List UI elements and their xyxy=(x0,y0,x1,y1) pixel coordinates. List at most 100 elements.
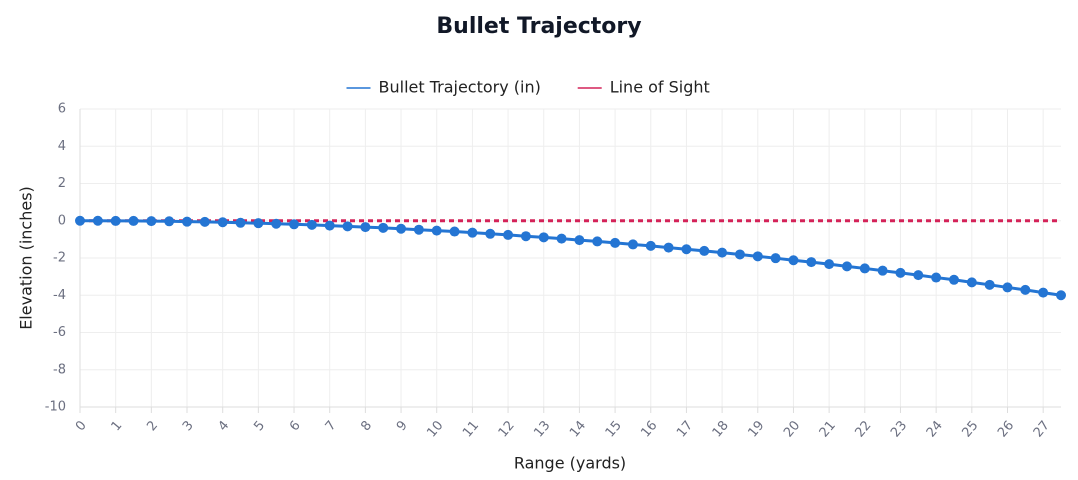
data-point xyxy=(1020,284,1031,295)
data-point xyxy=(199,216,210,227)
x-tick-label: 17 xyxy=(674,418,696,440)
x-tick-label: 13 xyxy=(531,418,553,440)
data-point xyxy=(413,224,424,235)
x-tick-label: 2 xyxy=(144,418,161,434)
x-tick-label: 0 xyxy=(73,418,90,434)
x-tick-label: 14 xyxy=(567,418,589,440)
data-point xyxy=(538,232,549,243)
data-point xyxy=(699,245,710,256)
y-tick-label: 2 xyxy=(58,176,66,191)
data-point xyxy=(182,216,193,227)
x-tick-label: 16 xyxy=(638,418,660,440)
y-axis-title: Elevation (inches) xyxy=(17,186,36,330)
data-point xyxy=(92,215,103,226)
x-tick-label: 15 xyxy=(603,418,625,440)
data-point xyxy=(913,270,924,281)
x-tick-label: 12 xyxy=(496,418,518,440)
data-point xyxy=(592,236,603,247)
y-tick-label: -10 xyxy=(45,400,66,415)
x-tick-label: 24 xyxy=(924,418,946,440)
data-point xyxy=(717,247,728,258)
data-point xyxy=(146,216,157,227)
data-point xyxy=(1056,290,1066,301)
x-tick-label: 20 xyxy=(781,418,803,440)
data-point xyxy=(485,228,496,239)
x-tick-label: 10 xyxy=(424,418,446,440)
data-point xyxy=(610,237,621,248)
x-axis-title: Range (yards) xyxy=(514,454,626,473)
x-tick-label: 9 xyxy=(394,418,411,434)
data-point xyxy=(360,222,371,233)
x-tick-label: 19 xyxy=(745,418,767,440)
x-tick-label: 4 xyxy=(216,418,233,434)
data-point xyxy=(841,261,852,272)
data-point xyxy=(431,225,442,236)
data-point xyxy=(770,253,781,264)
data-point xyxy=(235,217,246,228)
x-tick-label: 5 xyxy=(251,418,268,434)
data-point xyxy=(253,218,264,229)
data-point xyxy=(75,215,85,226)
data-point xyxy=(520,231,531,242)
data-point xyxy=(681,244,692,255)
data-point xyxy=(289,219,300,230)
data-point xyxy=(396,223,407,234)
y-tick-label: 4 xyxy=(58,139,66,154)
data-point xyxy=(877,265,888,276)
data-point xyxy=(574,235,585,246)
data-point xyxy=(895,267,906,278)
data-point xyxy=(449,226,460,237)
data-point xyxy=(824,259,835,270)
data-point xyxy=(734,249,745,260)
data-point xyxy=(948,274,959,285)
data-point xyxy=(110,215,121,226)
data-point xyxy=(217,217,228,228)
y-tick-label: -4 xyxy=(53,288,66,303)
x-tick-label: 7 xyxy=(323,418,340,434)
data-point xyxy=(663,242,674,253)
y-tick-label: -8 xyxy=(53,362,66,377)
data-point xyxy=(503,229,514,240)
data-point xyxy=(128,215,139,226)
x-tick-label: 26 xyxy=(995,418,1017,440)
y-tick-label: 0 xyxy=(58,213,66,228)
y-tick-label: 6 xyxy=(58,102,66,117)
data-point xyxy=(788,255,799,266)
data-point xyxy=(342,221,353,232)
legend-label: Line of Sight xyxy=(610,78,710,97)
data-point xyxy=(1002,282,1013,293)
x-tick-label: 11 xyxy=(460,418,482,440)
x-tick-label: 6 xyxy=(287,418,304,434)
data-point xyxy=(378,222,389,233)
data-point xyxy=(984,279,995,290)
data-point xyxy=(966,277,977,288)
data-point xyxy=(324,220,335,231)
y-tick-label: -6 xyxy=(53,325,66,340)
data-point xyxy=(645,240,656,251)
data-point xyxy=(306,219,317,230)
y-tick-label: -2 xyxy=(53,251,66,266)
x-tick-label: 25 xyxy=(959,418,981,440)
chart-title: Bullet Trajectory xyxy=(436,14,641,39)
data-point xyxy=(859,263,870,274)
x-tick-label: 1 xyxy=(109,418,126,434)
data-point xyxy=(164,216,175,227)
legend-label: Bullet Trajectory (in) xyxy=(379,78,541,97)
data-point xyxy=(627,239,638,250)
data-point xyxy=(752,251,763,262)
data-point xyxy=(806,257,817,268)
x-tick-label: 23 xyxy=(888,418,910,440)
x-tick-label: 18 xyxy=(710,418,732,440)
x-tick-label: 3 xyxy=(180,418,197,434)
x-tick-label: 21 xyxy=(817,418,839,440)
x-tick-label: 8 xyxy=(358,418,375,434)
data-point xyxy=(467,227,478,238)
data-point xyxy=(931,272,942,283)
data-point xyxy=(271,218,282,229)
x-tick-label: 22 xyxy=(852,418,874,440)
data-point xyxy=(556,233,567,244)
data-point xyxy=(1038,287,1049,298)
x-tick-label: 27 xyxy=(1031,418,1053,440)
